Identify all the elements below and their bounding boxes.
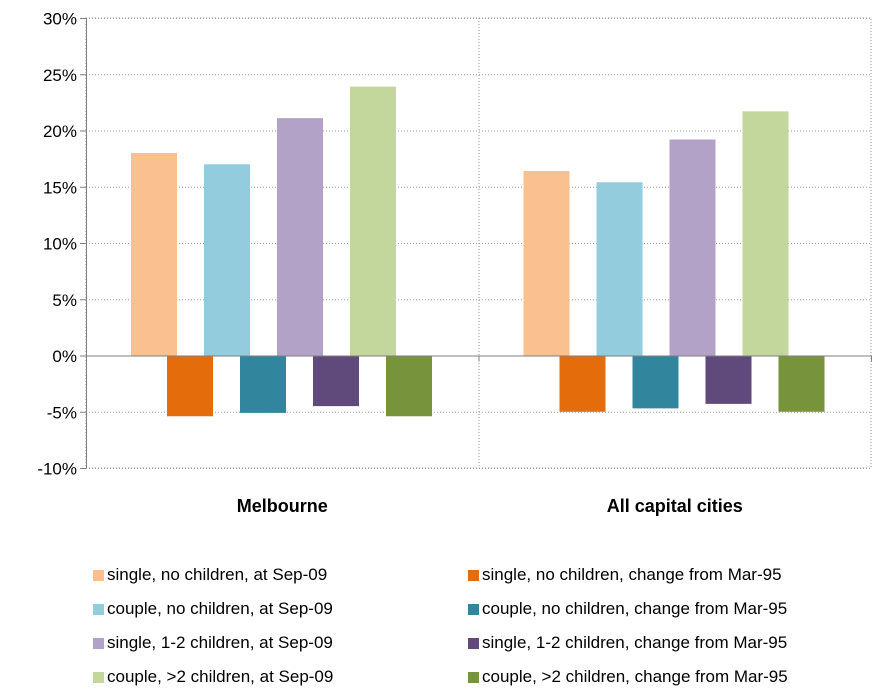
legend-label: single, no children, at Sep-09 — [107, 565, 328, 584]
legend-item: single, no children, change from Mar-95 — [468, 565, 782, 585]
legend-swatch — [93, 569, 104, 581]
bar — [669, 139, 716, 356]
bar — [778, 355, 825, 412]
y-tick-label: 10% — [43, 235, 77, 254]
category-labels: Melbourne All capital cities — [237, 496, 743, 516]
bar — [742, 111, 789, 356]
category-label: All capital cities — [607, 496, 743, 516]
bar — [204, 164, 250, 356]
bar — [240, 355, 286, 413]
legend-label: couple, >2 children, change from Mar-95 — [482, 667, 788, 686]
y-tick-label: 15% — [43, 178, 77, 197]
y-tick-label: 30% — [43, 10, 77, 29]
bar — [277, 118, 323, 356]
axes — [80, 18, 872, 469]
legend-swatch — [468, 637, 479, 649]
legend-label: couple, no children, change from Mar-95 — [482, 599, 788, 618]
legend: single, no children, at Sep-09 single, no… — [0, 555, 877, 695]
bar-chart: 30% 25% 20% 15% 10% 5% 0% -5% -10% Melbourne All … — [37, 10, 872, 516]
legend-swatch — [468, 671, 479, 683]
legend-item: single, no children, at Sep-09 — [93, 565, 327, 585]
bar — [632, 355, 679, 409]
category-label: Melbourne — [237, 496, 328, 516]
legend-label: couple, no children, at Sep-09 — [107, 599, 333, 618]
bar — [705, 355, 752, 404]
legend-swatch — [93, 671, 104, 683]
legend-item: single, 1-2 children, change from Mar-95 — [468, 633, 787, 653]
y-tick-label: 0% — [52, 347, 77, 366]
bars — [131, 86, 825, 417]
legend-item: couple, >2 children, change from Mar-95 — [468, 667, 788, 687]
legend-swatch — [93, 637, 104, 649]
bar — [386, 355, 432, 417]
legend-swatch — [468, 603, 479, 615]
legend-label: single, 1-2 children, at Sep-09 — [107, 633, 333, 652]
y-tick-label: -5% — [47, 403, 77, 422]
legend-swatch — [93, 603, 104, 615]
y-tick-label: 25% — [43, 66, 77, 85]
y-tick-label: -10% — [37, 460, 77, 479]
legend-item: single, 1-2 children, at Sep-09 — [93, 633, 333, 653]
legend-label: single, no children, change from Mar-95 — [482, 565, 782, 584]
y-tick-label: 5% — [52, 291, 77, 310]
legend-item: couple, no children, at Sep-09 — [93, 599, 333, 619]
bar — [131, 153, 177, 356]
bar — [559, 355, 606, 412]
y-tick-label: 20% — [43, 122, 77, 141]
bar — [313, 355, 359, 407]
legend-item: couple, no children, change from Mar-95 — [468, 599, 787, 619]
bar — [523, 171, 570, 356]
legend-swatch — [468, 569, 479, 581]
bar — [596, 182, 643, 356]
bar — [167, 355, 213, 417]
bar — [350, 86, 396, 356]
y-tick-labels: 30% 25% 20% 15% 10% 5% 0% -5% -10% — [37, 10, 77, 479]
legend-label: single, 1-2 children, change from Mar-95 — [482, 633, 788, 652]
legend-label: couple, >2 children, at Sep-09 — [107, 667, 334, 686]
legend-item: couple, >2 children, at Sep-09 — [93, 667, 333, 687]
